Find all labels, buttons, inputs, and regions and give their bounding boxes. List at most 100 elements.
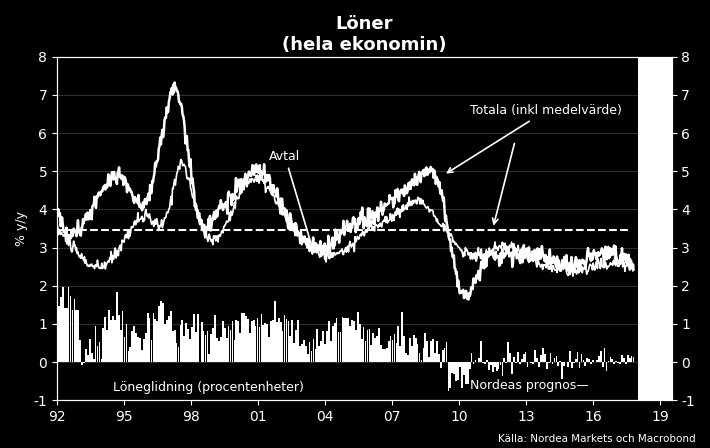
- Bar: [393, 334, 395, 362]
- Bar: [239, 333, 241, 362]
- Bar: [378, 328, 380, 362]
- Bar: [164, 324, 166, 362]
- Bar: [519, 362, 520, 364]
- Bar: [562, 362, 563, 379]
- Bar: [85, 349, 87, 362]
- Bar: [492, 362, 493, 372]
- Bar: [64, 308, 65, 362]
- Bar: [436, 341, 438, 362]
- Bar: [440, 362, 442, 368]
- Bar: [627, 355, 628, 362]
- Bar: [434, 353, 436, 362]
- Bar: [162, 303, 164, 362]
- Bar: [135, 333, 137, 362]
- Bar: [160, 301, 162, 362]
- Bar: [231, 320, 234, 362]
- Bar: [390, 336, 391, 362]
- Bar: [182, 320, 183, 362]
- Bar: [99, 342, 100, 362]
- Bar: [399, 346, 401, 362]
- Bar: [449, 362, 452, 388]
- Bar: [56, 299, 58, 362]
- Bar: [613, 362, 615, 364]
- Bar: [357, 312, 359, 362]
- Bar: [415, 338, 417, 362]
- Bar: [271, 321, 272, 362]
- Bar: [617, 362, 619, 363]
- Bar: [168, 315, 170, 362]
- Bar: [66, 308, 67, 362]
- Bar: [365, 341, 366, 362]
- Bar: [222, 321, 224, 362]
- Bar: [575, 359, 577, 362]
- Bar: [133, 326, 135, 362]
- Bar: [496, 362, 498, 371]
- Bar: [629, 358, 630, 362]
- Bar: [425, 333, 426, 362]
- Bar: [388, 341, 390, 362]
- Bar: [58, 306, 60, 362]
- Bar: [70, 296, 72, 362]
- Bar: [290, 336, 291, 362]
- Bar: [484, 362, 486, 364]
- Bar: [241, 313, 243, 362]
- Bar: [625, 362, 627, 364]
- Bar: [584, 362, 586, 366]
- Text: Avtal: Avtal: [269, 150, 314, 249]
- Bar: [89, 340, 91, 362]
- Bar: [349, 326, 351, 362]
- Bar: [257, 318, 258, 362]
- Bar: [326, 331, 328, 362]
- Bar: [488, 362, 490, 370]
- Bar: [311, 351, 312, 362]
- Bar: [278, 318, 280, 362]
- Bar: [523, 354, 525, 362]
- Bar: [382, 349, 383, 362]
- Bar: [638, 57, 672, 401]
- Bar: [282, 331, 283, 362]
- Bar: [555, 356, 557, 362]
- Bar: [474, 360, 476, 362]
- Bar: [276, 322, 278, 362]
- Bar: [498, 362, 499, 369]
- Bar: [230, 331, 231, 362]
- Bar: [463, 362, 465, 375]
- Bar: [75, 310, 77, 362]
- Bar: [155, 319, 156, 362]
- Bar: [563, 362, 565, 366]
- Bar: [120, 330, 121, 362]
- Bar: [471, 353, 472, 362]
- Bar: [320, 341, 322, 362]
- Bar: [110, 320, 112, 362]
- Bar: [403, 336, 405, 362]
- Bar: [249, 332, 251, 362]
- Bar: [170, 311, 172, 362]
- Bar: [544, 354, 546, 362]
- Bar: [195, 332, 197, 362]
- Bar: [175, 343, 178, 362]
- Bar: [237, 321, 239, 362]
- Bar: [490, 362, 492, 365]
- Bar: [419, 353, 420, 362]
- Bar: [413, 335, 415, 362]
- Bar: [251, 321, 253, 362]
- Bar: [455, 362, 457, 381]
- Text: Nordeas prognos—: Nordeas prognos—: [471, 379, 589, 392]
- Bar: [509, 353, 511, 362]
- Bar: [552, 362, 553, 364]
- Bar: [353, 321, 355, 362]
- Bar: [174, 330, 175, 362]
- Bar: [309, 342, 310, 362]
- Text: Källa: Nordea Markets och Macrobond: Källa: Nordea Markets och Macrobond: [498, 434, 696, 444]
- Bar: [234, 340, 235, 362]
- Bar: [428, 358, 430, 362]
- Bar: [97, 346, 99, 362]
- Bar: [253, 320, 255, 362]
- Bar: [486, 360, 488, 362]
- Bar: [317, 329, 318, 362]
- Bar: [438, 354, 439, 362]
- Bar: [454, 362, 455, 374]
- Bar: [371, 345, 372, 362]
- Bar: [284, 315, 285, 362]
- Bar: [124, 337, 126, 362]
